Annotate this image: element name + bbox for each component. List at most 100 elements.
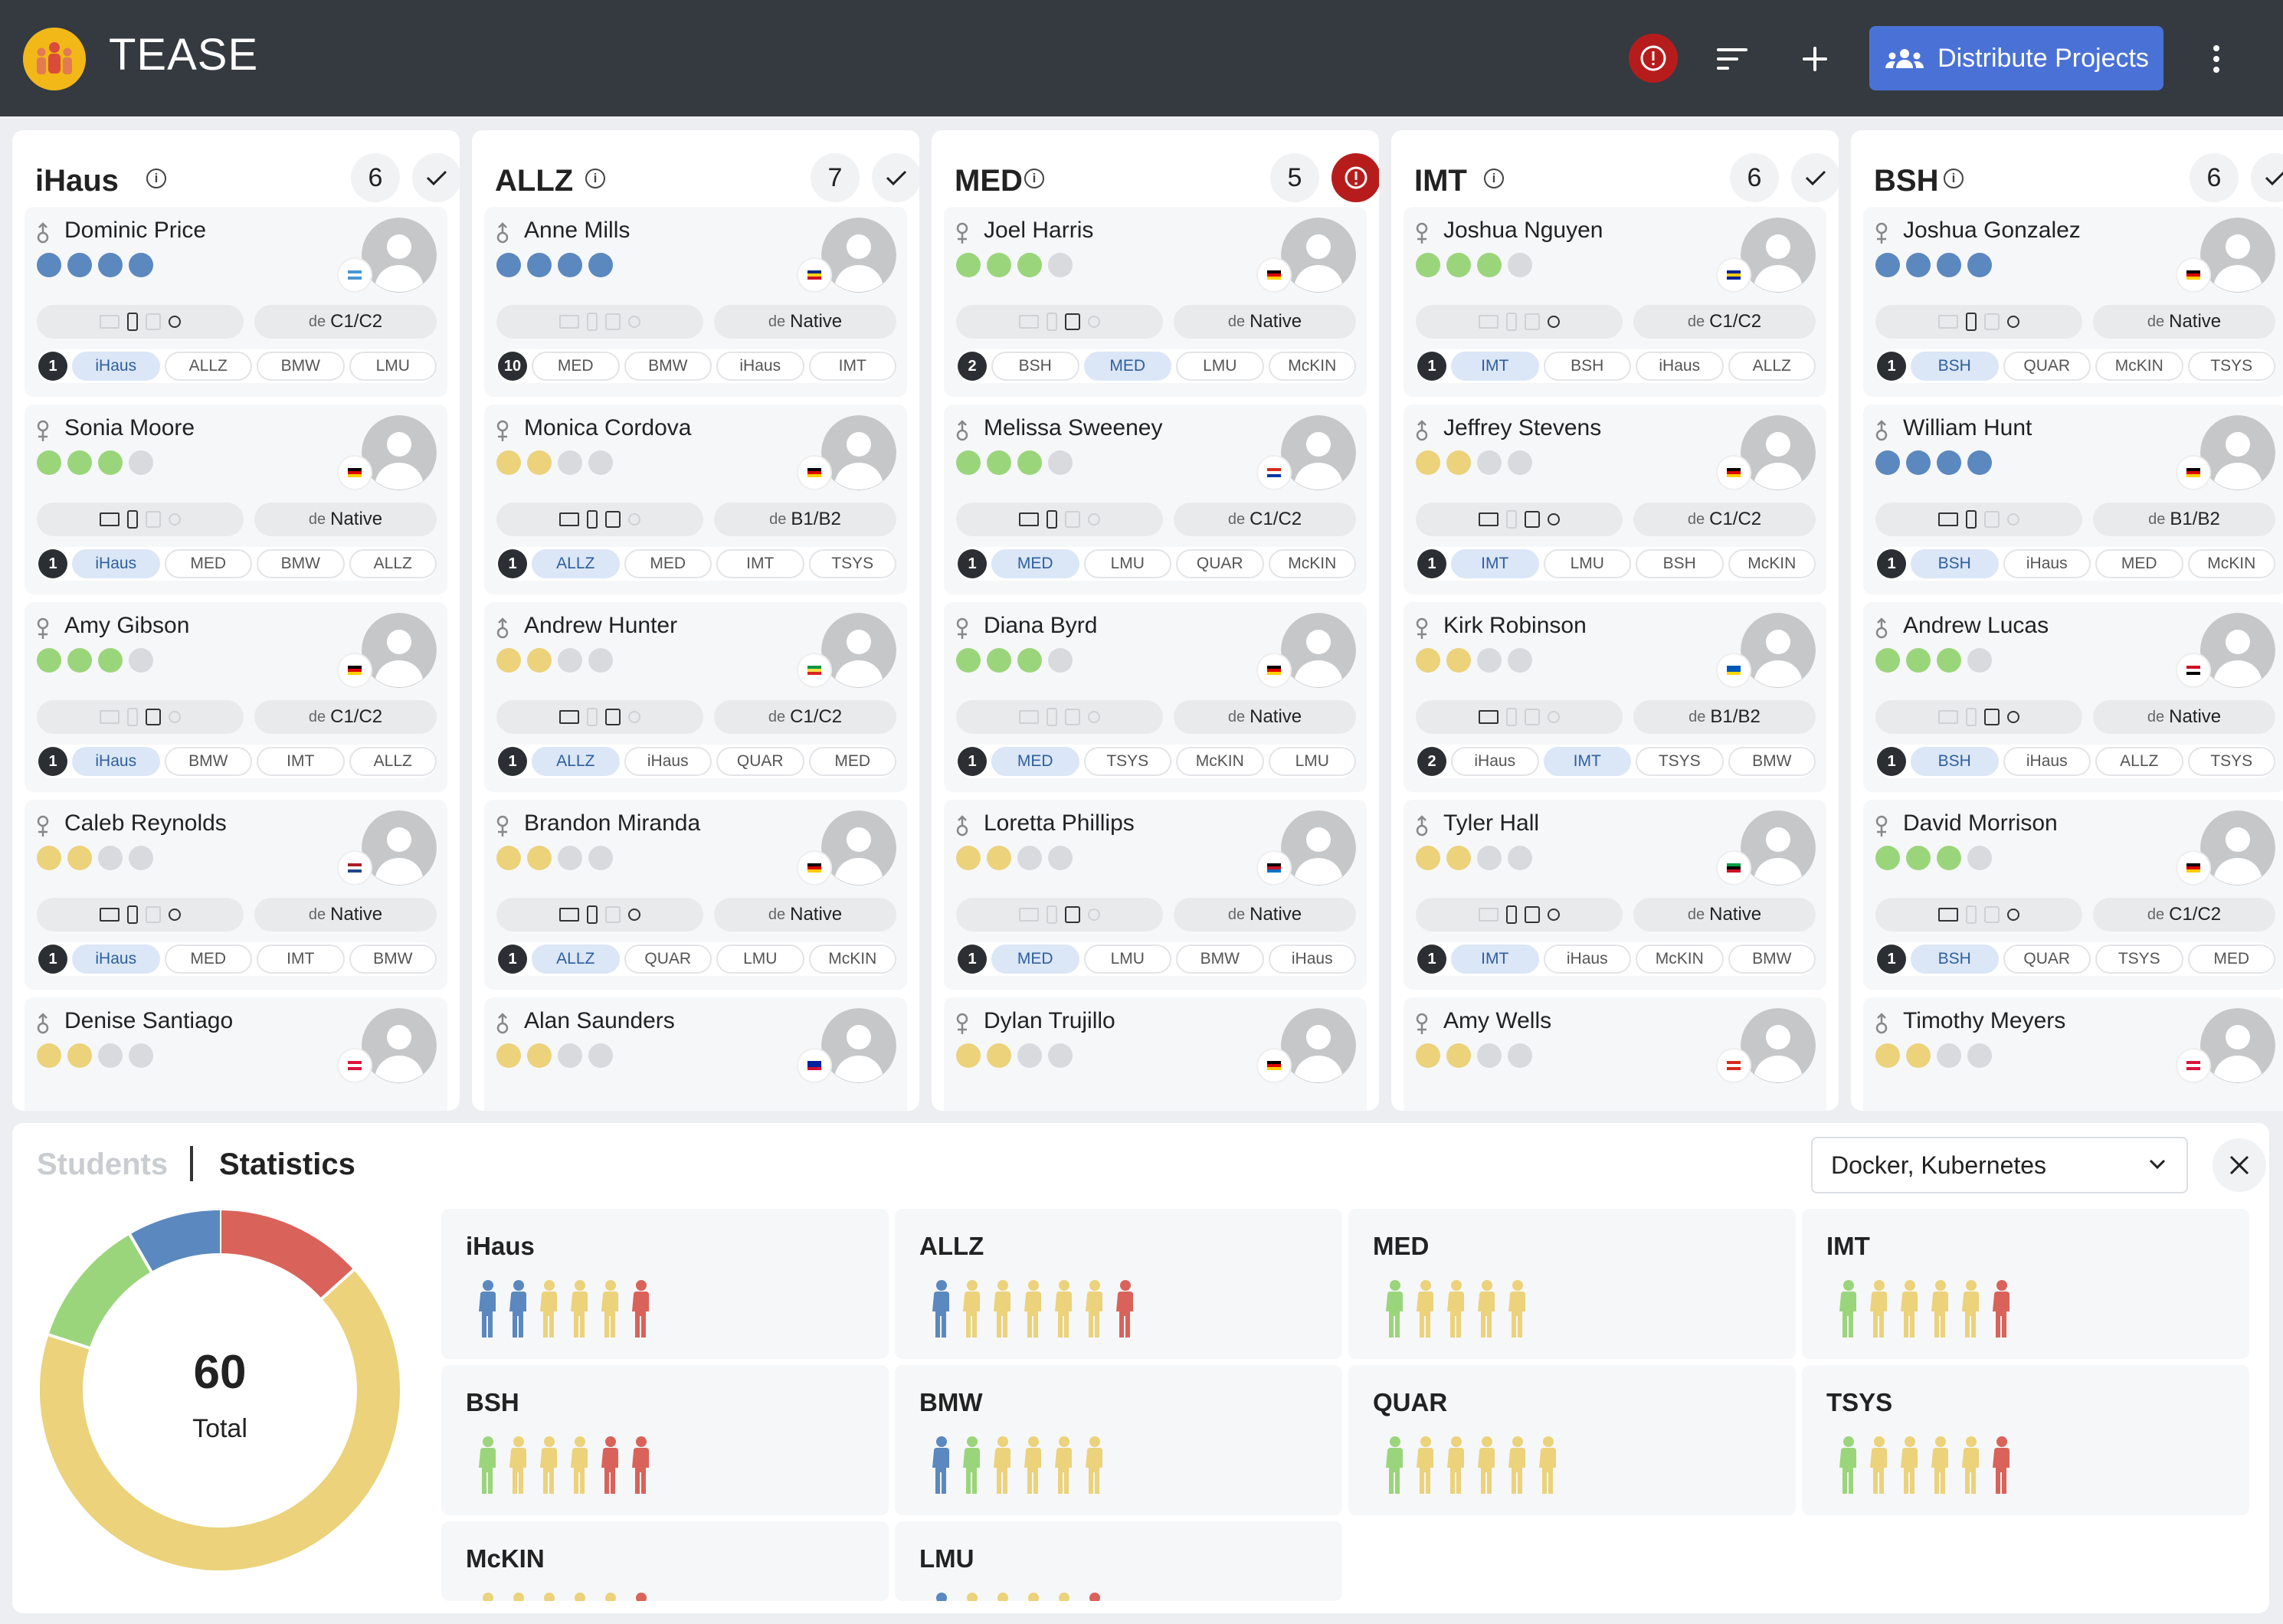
info-icon[interactable]: i (146, 169, 166, 188)
info-icon[interactable]: i (1024, 169, 1044, 188)
conflict-alert-icon[interactable] (1629, 34, 1678, 83)
student-card[interactable]: William Hunt de B1/B2 1 BSH iHaus MED McKIN (1863, 404, 2283, 594)
skill-dot (67, 648, 92, 673)
skill-dot (956, 648, 981, 673)
person-icon (962, 1436, 982, 1495)
avatar (1741, 218, 1816, 293)
skill-dot (1967, 846, 1992, 870)
skill-dot (496, 450, 521, 475)
avatar (362, 218, 437, 293)
phone-icon (127, 510, 138, 529)
info-icon[interactable]: i (585, 169, 605, 188)
student-card[interactable]: Dominic Price de C1/C2 1 iHaus ALLZ BMW LMU (25, 207, 447, 397)
add-icon[interactable] (1791, 35, 1839, 83)
tablet-icon (1065, 906, 1080, 923)
sort-icon[interactable] (1708, 35, 1756, 83)
flag-egypt-icon (2177, 654, 2209, 686)
student-card[interactable]: Melissa Sweeney de C1/C2 1 MED LMU QUAR McKIN (944, 404, 1367, 594)
student-count-badge: 6 (351, 153, 400, 202)
student-card[interactable]: Loretta Phillips de Native 1 MED LMU BMW iHaus (944, 800, 1367, 990)
skill-dot (1875, 450, 1900, 475)
female-icon (955, 222, 970, 245)
student-card[interactable]: Alan Saunders (484, 997, 907, 1111)
skill-dot (1937, 253, 1961, 277)
skill-dot (588, 1043, 613, 1068)
checkmark-icon[interactable] (872, 153, 919, 202)
student-card[interactable]: David Morrison de C1/C2 1 BSH QUAR TSYS MED (1863, 800, 2283, 990)
student-card[interactable]: Monica Cordova de B1/B2 1 ALLZ MED IMT TSYS (484, 404, 907, 594)
preference-chip: BSH (1543, 352, 1631, 381)
student-card[interactable]: Anne Mills de Native 10 MED BMW iHaus IMT (484, 207, 907, 397)
skill-dot (956, 253, 981, 277)
skill-dot (1416, 253, 1440, 277)
student-card[interactable]: Jeffrey Stevens de C1/C2 1 IMT LMU BSH McKIN (1404, 404, 1826, 594)
preference-chip: BMW (1176, 945, 1264, 974)
skill-filter-select[interactable]: Docker, Kubernetes (1811, 1137, 2188, 1193)
student-card[interactable]: Andrew Lucas de Native 1 BSH iHaus ALLZ TSYS (1863, 602, 2283, 792)
project-stat-card: iHaus (441, 1209, 889, 1359)
project-preferences: 1 iHaus MED IMT BMW (37, 942, 437, 976)
checkmark-icon[interactable] (412, 153, 460, 202)
avatar (2200, 218, 2275, 293)
preference-chip: iHaus (624, 747, 712, 776)
laptop-icon (100, 710, 120, 724)
laptop-icon (1019, 512, 1039, 526)
student-card[interactable]: Brandon Miranda de Native 1 ALLZ QUAR LMU McKIN (484, 800, 907, 990)
language-level: de C1/C2 (254, 305, 437, 339)
device-list (1416, 503, 1623, 536)
preference-chip: BSH (1636, 549, 1724, 578)
flag-germany-icon (798, 852, 830, 884)
student-card[interactable]: Amy Gibson de C1/C2 1 iHaus BMW IMT ALLZ (25, 602, 447, 792)
preference-chip: IMT (1451, 945, 1539, 974)
avatar (821, 415, 896, 490)
preference-chip: LMU (1176, 352, 1264, 381)
info-icon[interactable]: i (1484, 169, 1504, 188)
skill-level-dots (1875, 846, 1992, 870)
male-icon (1874, 420, 1889, 443)
student-card[interactable]: Sonia Moore de Native 1 iHaus MED BMW ALLZ (25, 404, 447, 594)
donut-separator (127, 1232, 154, 1274)
distribute-projects-button[interactable]: Distribute Projects (1869, 26, 2163, 90)
tab-statistics[interactable]: Statistics (219, 1148, 355, 1181)
flag-germany-icon (1258, 1049, 1290, 1082)
student-card[interactable]: Joshua Nguyen de C1/C2 1 IMT BSH iHaus ALLZ (1404, 207, 1826, 397)
skill-dot (129, 648, 153, 673)
laptop-icon (1019, 710, 1039, 724)
student-card[interactable]: Diana Byrd de Native 1 MED TSYS McKIN LMU (944, 602, 1367, 792)
student-figures (932, 1592, 1105, 1601)
person-icon (1024, 1279, 1043, 1339)
preference-chip: McKIN (2095, 352, 2183, 381)
preference-rank: 1 (1417, 352, 1446, 381)
phone-icon (1047, 708, 1057, 726)
warning-icon[interactable] (1331, 153, 1379, 202)
student-figures (932, 1279, 1135, 1339)
student-card[interactable]: Timothy Meyers (1863, 997, 2283, 1111)
student-card[interactable]: Joel Harris de Native 2 BSH MED LMU McKIN (944, 207, 1367, 397)
person-icon (601, 1592, 621, 1601)
student-card[interactable]: Amy Wells (1404, 997, 1826, 1111)
checkmark-icon[interactable] (1791, 153, 1839, 202)
skill-filter-value: Docker, Kubernetes (1831, 1151, 2047, 1179)
info-icon[interactable]: i (1944, 169, 1964, 188)
student-card[interactable]: Joshua Gonzalez de Native 1 BSH QUAR McKIN TSYS (1863, 207, 2283, 397)
student-card[interactable]: Kirk Robinson de B1/B2 2 iHaus IMT TSYS BMW (1404, 602, 1826, 792)
watch-icon (628, 909, 640, 921)
student-card[interactable]: Denise Santiago (25, 997, 447, 1111)
student-card[interactable]: Dylan Trujillo (944, 997, 1367, 1111)
close-statistics-button[interactable] (2213, 1138, 2266, 1192)
student-card[interactable]: Andrew Hunter de C1/C2 1 ALLZ iHaus QUAR MED (484, 602, 907, 792)
checkmark-icon[interactable] (2251, 153, 2283, 202)
student-card[interactable]: Caleb Reynolds de Native 1 iHaus MED IMT BMW (25, 800, 447, 990)
laptop-icon (559, 908, 579, 922)
male-icon (495, 617, 510, 640)
skill-dot (1875, 648, 1900, 673)
tab-students[interactable]: Students (37, 1148, 169, 1181)
student-figures (478, 1592, 651, 1601)
phone-icon (1506, 905, 1517, 924)
more-options-icon[interactable] (2193, 35, 2240, 83)
person-icon (1508, 1436, 1528, 1495)
column-header: IMT i 6 (1414, 147, 1839, 216)
female-icon (1414, 617, 1430, 640)
flag-canada-icon (1718, 1049, 1750, 1082)
student-card[interactable]: Tyler Hall de Native 1 IMT iHaus McKIN BMW (1404, 800, 1826, 990)
